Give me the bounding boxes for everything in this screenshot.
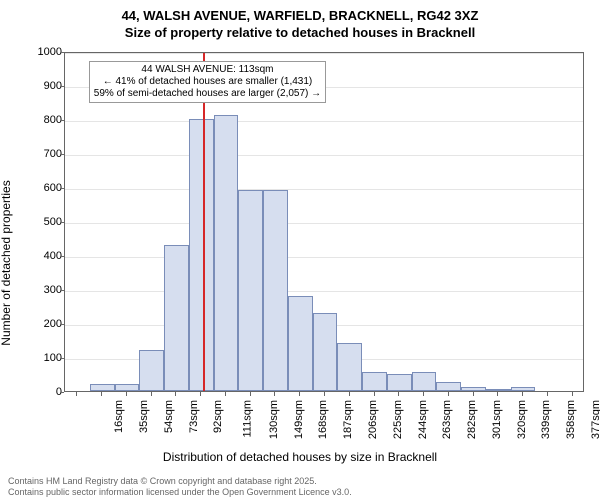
x-tick-label: 149sqm bbox=[293, 400, 305, 439]
x-tick-label: 35sqm bbox=[138, 400, 150, 433]
histogram-bar bbox=[313, 313, 338, 391]
histogram-bar bbox=[387, 374, 412, 391]
x-tick-label: 16sqm bbox=[113, 400, 125, 433]
x-tick-label: 73sqm bbox=[188, 400, 200, 433]
histogram-bar bbox=[412, 372, 437, 391]
annotation-line-1: 44 WALSH AVENUE: 113sqm bbox=[94, 64, 321, 76]
x-tick-label: 282sqm bbox=[466, 400, 478, 439]
histogram-bar bbox=[189, 119, 214, 391]
histogram-bar bbox=[115, 384, 140, 391]
histogram-bar bbox=[461, 387, 486, 390]
x-tick-label: 187sqm bbox=[342, 400, 354, 439]
x-tick-label: 225sqm bbox=[392, 400, 404, 439]
x-tick-label: 206sqm bbox=[367, 400, 379, 439]
x-tick-label: 263sqm bbox=[441, 400, 453, 439]
x-tick-label: 168sqm bbox=[318, 400, 330, 439]
x-axis-label: Distribution of detached houses by size … bbox=[163, 450, 437, 464]
footer-line-1: Contains HM Land Registry data © Crown c… bbox=[8, 476, 352, 487]
x-tick-label: 301sqm bbox=[491, 400, 503, 439]
chart-container: Number of detached properties 44 WALSH A… bbox=[8, 46, 592, 466]
reference-line bbox=[203, 53, 205, 391]
histogram-bar bbox=[238, 190, 263, 391]
y-axis-label: Number of detached properties bbox=[0, 180, 13, 345]
histogram-bar bbox=[337, 343, 362, 391]
y-tick-label: 1000 bbox=[38, 46, 62, 58]
x-tick-label: 377sqm bbox=[590, 400, 600, 439]
histogram-bar bbox=[288, 296, 313, 391]
x-tick-label: 358sqm bbox=[565, 400, 577, 439]
histogram-bar bbox=[486, 389, 511, 391]
annotation-line-3: 59% of semi-detached houses are larger (… bbox=[94, 88, 321, 100]
histogram-bar bbox=[511, 387, 536, 390]
histogram-bar bbox=[362, 372, 387, 391]
annotation-box: 44 WALSH AVENUE: 113sqm ← 41% of detache… bbox=[89, 61, 326, 103]
histogram-bar bbox=[214, 115, 239, 390]
histogram-bar bbox=[263, 190, 288, 391]
histogram-bar bbox=[139, 350, 164, 391]
footer-line-2: Contains public sector information licen… bbox=[8, 487, 352, 498]
plot-area: 44 WALSH AVENUE: 113sqm ← 41% of detache… bbox=[64, 52, 584, 392]
x-tick-label: 130sqm bbox=[268, 400, 280, 439]
title-line-1: 44, WALSH AVENUE, WARFIELD, BRACKNELL, R… bbox=[8, 8, 592, 25]
x-tick-label: 339sqm bbox=[540, 400, 552, 439]
x-tick-label: 92sqm bbox=[212, 400, 224, 433]
title-line-2: Size of property relative to detached ho… bbox=[8, 25, 592, 42]
annotation-line-2: ← 41% of detached houses are smaller (1,… bbox=[94, 76, 321, 88]
x-tick-label: 320sqm bbox=[516, 400, 528, 439]
histogram-bar bbox=[436, 382, 461, 391]
x-tick-label: 111sqm bbox=[242, 400, 254, 438]
footer-note: Contains HM Land Registry data © Crown c… bbox=[8, 476, 352, 498]
x-tick-label: 244sqm bbox=[417, 400, 429, 439]
histogram-bar bbox=[90, 384, 115, 391]
x-tick-label: 54sqm bbox=[163, 400, 175, 433]
histogram-bar bbox=[164, 245, 189, 391]
